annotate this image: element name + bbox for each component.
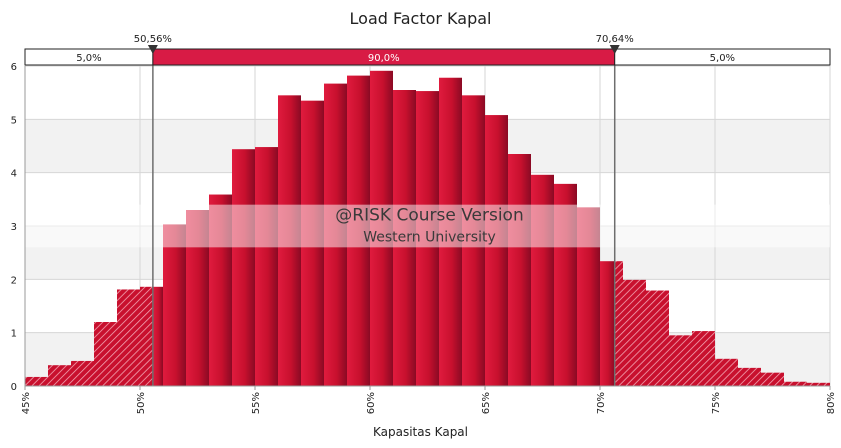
delimiter-marker-icon bbox=[609, 45, 620, 54]
histogram-bar-tail bbox=[715, 358, 738, 386]
histogram-bar-tail bbox=[140, 286, 153, 386]
delimiter-marker-icon bbox=[147, 45, 158, 54]
histogram-bar-tail bbox=[94, 322, 117, 386]
histogram-bar bbox=[232, 149, 255, 386]
histogram-bar-tail bbox=[646, 290, 669, 386]
x-tick-label: 45% bbox=[21, 392, 32, 414]
histogram-bar-tail bbox=[807, 382, 830, 386]
x-tick-label: 50% bbox=[136, 392, 147, 414]
histogram-bar-tail bbox=[669, 335, 692, 386]
histogram-bar-tail bbox=[48, 365, 71, 386]
x-tick-label: 55% bbox=[251, 392, 262, 414]
x-tick-label: 65% bbox=[481, 392, 492, 414]
x-tick-label: 70% bbox=[596, 392, 607, 414]
y-tick-label: 4 bbox=[11, 169, 17, 180]
histogram-bar-tail bbox=[784, 381, 807, 386]
histogram-bar-tail bbox=[614, 261, 623, 386]
histogram-bar bbox=[508, 154, 531, 386]
histogram-bar-tail bbox=[71, 360, 94, 386]
histogram-bar bbox=[577, 207, 600, 386]
watermark-line2: Western University bbox=[363, 230, 496, 246]
x-tick-label: 80% bbox=[826, 392, 837, 414]
y-tick-label: 0 bbox=[11, 382, 17, 393]
histogram-bar-tail bbox=[25, 376, 48, 386]
histogram-bar-tail bbox=[738, 367, 761, 386]
y-tick-label: 1 bbox=[11, 329, 17, 340]
x-tick-label: 75% bbox=[711, 392, 722, 414]
chart-title: Load Factor Kapal bbox=[349, 9, 492, 28]
histogram-bar bbox=[255, 147, 278, 386]
histogram-bar bbox=[600, 261, 615, 386]
delimiter-label: 50,56% bbox=[134, 34, 172, 45]
probability-label-middle: 90,0% bbox=[368, 53, 400, 64]
x-tick-label: 60% bbox=[366, 392, 377, 414]
watermark-line1: @RISK Course Version bbox=[335, 206, 523, 226]
y-tick-label: 3 bbox=[11, 222, 17, 233]
delimiter-label: 70,64% bbox=[596, 34, 634, 45]
histogram-bar-tail bbox=[117, 289, 140, 386]
y-tick-label: 6 bbox=[11, 62, 17, 73]
histogram-bar-tail bbox=[623, 279, 646, 386]
x-axis-title: Kapasitas Kapal bbox=[372, 425, 468, 439]
histogram-bar bbox=[485, 115, 508, 387]
y-tick-label: 5 bbox=[11, 115, 17, 126]
histogram-bar bbox=[152, 286, 163, 386]
histogram-bar-tail bbox=[692, 331, 715, 386]
histogram-bar bbox=[163, 224, 186, 386]
watermark-band bbox=[25, 204, 830, 248]
probability-label-left: 5,0% bbox=[76, 53, 101, 64]
histogram-bar bbox=[186, 210, 209, 386]
probability-segment-right bbox=[614, 48, 831, 66]
probability-label-right: 5,0% bbox=[710, 53, 735, 64]
histogram-bar-tail bbox=[761, 372, 784, 386]
y-tick-label: 2 bbox=[11, 275, 17, 286]
